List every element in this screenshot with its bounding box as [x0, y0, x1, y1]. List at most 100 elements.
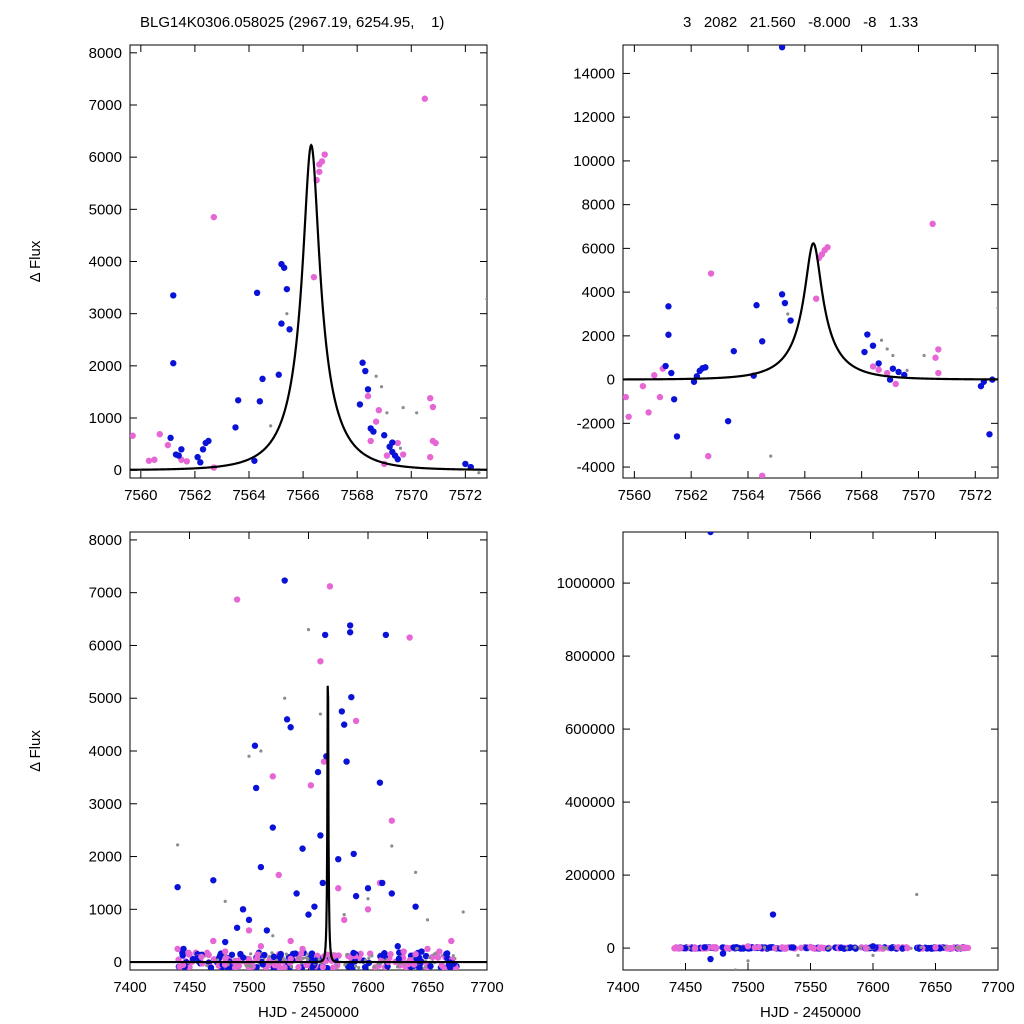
data-point-blue	[379, 879, 386, 887]
y-tick-label: 10000	[573, 153, 615, 170]
data-point-magenta	[383, 452, 391, 459]
data-point-blue	[319, 879, 326, 887]
data-point-blue	[338, 708, 346, 715]
data-point-magenta	[299, 945, 306, 953]
data-point-blue	[864, 331, 871, 338]
data-point-blue	[362, 367, 369, 375]
data-point-blue	[343, 758, 350, 765]
data-point-magenta	[406, 634, 413, 641]
data-point-blue	[259, 375, 266, 383]
data-point-magenta	[233, 596, 241, 603]
data-point-blue	[395, 955, 403, 963]
data-point-gray	[176, 843, 180, 847]
data-point-magenta	[412, 950, 419, 958]
data-point-magenta	[375, 406, 383, 414]
y-tick-label: -4000	[577, 459, 615, 476]
data-point-blue	[283, 716, 291, 723]
x-tick-label: 7562	[178, 487, 211, 504]
data-point-magenta	[862, 944, 870, 952]
data-point-blue	[335, 855, 342, 863]
x-tick-label: 7450	[173, 979, 206, 996]
data-point-blue	[317, 832, 324, 839]
y-tick-label: 7000	[89, 585, 122, 602]
x-tick-label: 7550	[292, 979, 325, 996]
data-point-blue	[895, 368, 902, 376]
y-tick-label: 8000	[89, 532, 122, 549]
data-point-magenta	[364, 392, 372, 400]
plot-frame	[129, 531, 488, 971]
data-point-magenta	[448, 937, 455, 945]
data-point-blue	[292, 950, 299, 957]
data-point-magenta	[335, 885, 342, 892]
x-tick-label: 7570	[902, 487, 935, 504]
plot-panel-bottom-right: 7400 7450 7500 7550 7600 7650 7700 0 200000 40000…	[557, 531, 1015, 1021]
data-point-magenta	[234, 957, 242, 965]
x-axis-label: HJD - 2450000	[760, 1004, 861, 1021]
data-point-magenta	[807, 943, 814, 951]
y-tick-label: 6000	[89, 149, 122, 166]
data-point-magenta	[424, 945, 431, 953]
data-point-magenta	[904, 944, 911, 952]
data-point-magenta	[316, 168, 323, 175]
data-point-magenta	[130, 432, 136, 439]
y-axis-label: Δ Flux	[27, 240, 44, 282]
data-point-blue	[376, 779, 384, 786]
data-layer	[130, 95, 487, 475]
data-point-blue	[788, 944, 795, 951]
data-point-gray	[786, 312, 790, 316]
data-point-gray	[223, 899, 227, 903]
x-tick-label: 7564	[731, 487, 764, 504]
data-point-blue	[769, 911, 777, 918]
data-point-gray	[268, 954, 272, 959]
data-point-magenta	[317, 658, 324, 665]
data-point-magenta	[295, 964, 302, 970]
data-point-gray	[827, 945, 831, 950]
data-point-gray	[461, 910, 465, 914]
data-point-blue	[278, 320, 285, 327]
plot-panel-top-left: 7560 7562 7564 7566 7568 7570 7572 0 1000 2000 300…	[27, 44, 488, 504]
data-point-blue	[210, 877, 217, 884]
data-point-blue	[240, 954, 247, 961]
data-point-magenta	[691, 945, 699, 952]
data-point-magenta	[399, 451, 407, 458]
data-point-gray	[244, 964, 248, 968]
data-point-magenta	[198, 953, 205, 961]
data-point-blue	[412, 903, 419, 910]
data-point-magenta	[639, 382, 647, 390]
data-point-blue	[207, 964, 215, 970]
data-point-gray	[372, 965, 376, 969]
data-point-magenta	[947, 944, 954, 952]
x-tick-label: 7400	[606, 979, 639, 996]
data-point-gray	[415, 411, 419, 415]
data-point-magenta	[812, 295, 820, 302]
data-point-gray	[427, 955, 432, 960]
data-point-blue	[348, 693, 355, 701]
data-point-gray	[285, 312, 289, 316]
data-point-gray	[871, 953, 875, 958]
data-point-blue	[261, 951, 268, 959]
data-point-magenta	[331, 952, 339, 959]
data-point-blue	[239, 906, 247, 913]
data-point-gray	[477, 471, 481, 475]
data-point-magenta	[145, 457, 153, 464]
data-point-gray	[304, 956, 308, 960]
data-point-blue	[861, 348, 868, 356]
data-point-magenta	[287, 937, 294, 945]
data-point-magenta	[319, 963, 327, 970]
model-curve	[130, 143, 487, 471]
data-point-magenta	[656, 393, 664, 401]
data-point-magenta	[387, 951, 394, 958]
data-point-blue	[719, 950, 727, 957]
data-point-magenta	[427, 453, 434, 461]
data-point-blue	[394, 943, 401, 950]
data-point-blue	[899, 945, 906, 952]
data-point-blue	[462, 460, 469, 468]
data-point-blue	[662, 362, 669, 370]
data-point-magenta	[778, 944, 786, 951]
data-point-gray	[301, 956, 305, 960]
x-tick-label: 7500	[731, 979, 764, 996]
y-tick-label: 200000	[565, 867, 615, 884]
data-point-magenta	[271, 961, 278, 969]
data-point-magenta	[869, 363, 877, 370]
